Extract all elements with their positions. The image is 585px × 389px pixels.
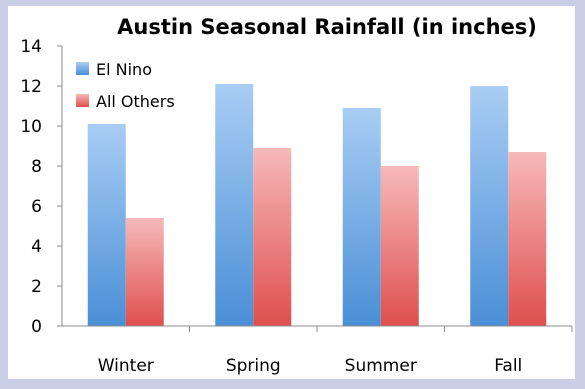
bar-el-nino-summer [342, 108, 381, 326]
y-tick-label: 4 [31, 237, 42, 257]
bar-el-nino-spring [215, 84, 254, 326]
x-tick-label: Fall [494, 356, 522, 376]
legend-item-all-others: All Others [76, 92, 175, 111]
bar-all-others-summer [380, 166, 419, 326]
bar-el-nino-fall [470, 86, 509, 326]
x-tick-label: Winter [98, 356, 154, 376]
y-tick-label: 10 [20, 117, 42, 137]
chart-title: Austin Seasonal Rainfall (in inches) [117, 15, 537, 39]
y-tick-label: 2 [31, 277, 42, 297]
bar-el-nino-winter [87, 124, 126, 326]
x-tick-label: Spring [226, 356, 281, 376]
legend-label-all-others: All Others [96, 92, 175, 111]
x-axis-labels: Winter Spring Summer Fall [98, 356, 523, 376]
y-tick-label: 12 [20, 77, 42, 97]
legend-label-el-nino: El Nino [96, 60, 152, 79]
bars [87, 84, 573, 332]
x-tick-label: Summer [345, 356, 417, 376]
bar-all-others-winter [125, 218, 164, 326]
legend-swatch-all-others [76, 94, 89, 107]
legend: El Nino All Others [76, 60, 175, 111]
y-tick-label: 6 [31, 197, 42, 217]
y-axis-ticks: 0 2 4 6 8 10 12 14 [20, 37, 62, 337]
y-tick-label: 0 [31, 317, 42, 337]
y-tick-label: 8 [31, 157, 42, 177]
bar-all-others-fall [508, 152, 547, 326]
legend-item-el-nino: El Nino [76, 60, 152, 79]
legend-swatch-el-nino [76, 62, 89, 75]
y-tick-label: 14 [20, 37, 42, 57]
bar-all-others-spring [253, 148, 292, 326]
